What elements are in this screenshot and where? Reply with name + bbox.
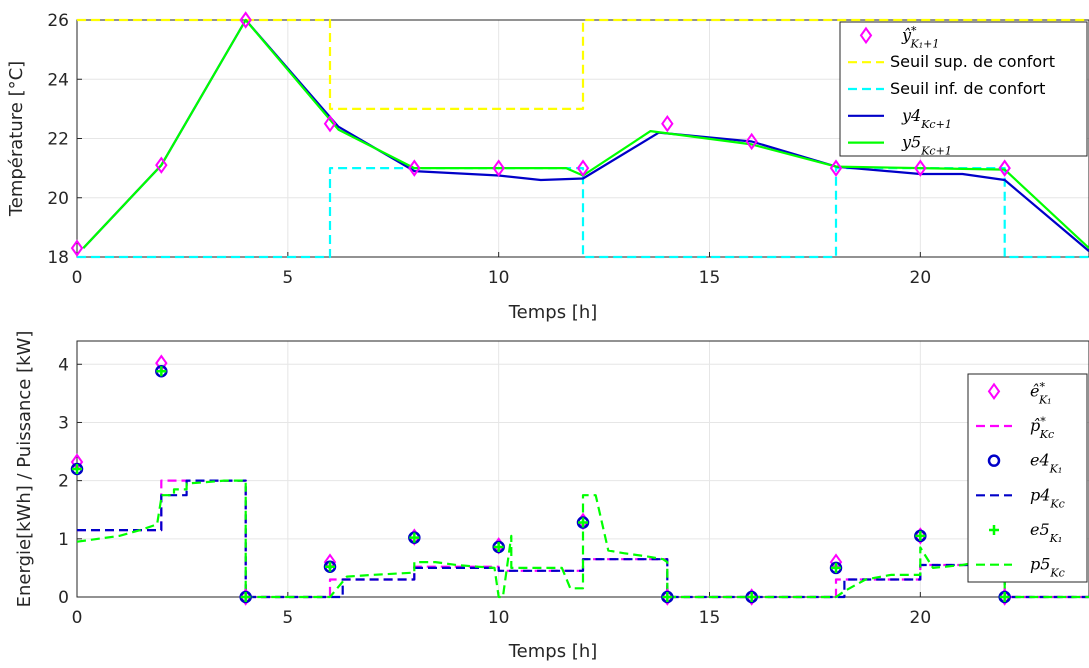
legend-swatch-yhat bbox=[859, 26, 873, 45]
point-yhat bbox=[492, 159, 505, 177]
point-yhat bbox=[323, 114, 337, 133]
point-e5 bbox=[662, 592, 673, 602]
legend-entry-e5: e5K₁ bbox=[989, 520, 1062, 545]
legend-entry-inf: Seuil inf. de confort bbox=[848, 79, 1045, 98]
point-yhat bbox=[239, 11, 252, 29]
legend-label-phat: p̂* Kc bbox=[1030, 415, 1054, 441]
x-tick-label: 20 bbox=[910, 608, 932, 628]
point-yhat bbox=[914, 159, 927, 177]
legend-entry-p5: p5Kc bbox=[976, 555, 1065, 580]
point-e5 bbox=[409, 532, 420, 543]
point-e5 bbox=[578, 517, 588, 528]
point-yhat bbox=[155, 156, 168, 174]
legend-label-sup: Seuil sup. de confort bbox=[890, 52, 1055, 71]
point-yhat bbox=[745, 132, 758, 151]
y-tick-label: 22 bbox=[47, 130, 69, 150]
x-tick-label: 15 bbox=[699, 268, 721, 288]
point-yhat bbox=[829, 159, 843, 177]
legend-label-y4: y4Kc+1 bbox=[901, 106, 952, 131]
legend-entry-ehat: ê* K₁ bbox=[987, 380, 1052, 406]
legend: ê* K₁ p̂* Kc e4K₁ p4Kc e5K₁ p5Kc bbox=[967, 373, 1088, 583]
legend-label-inf: Seuil inf. de confort bbox=[890, 79, 1045, 98]
y-tick-label: 24 bbox=[47, 70, 69, 90]
x-tick-label: 5 bbox=[282, 268, 293, 288]
y-tick-label: 26 bbox=[47, 11, 69, 31]
legend-label-ehat: ê* K₁ bbox=[1030, 380, 1052, 406]
legend-entry-y5: y5Kc+1 bbox=[848, 133, 952, 158]
legend-label-y5: y5Kc+1 bbox=[901, 133, 952, 158]
x-tick-label: 10 bbox=[488, 268, 510, 288]
legend-swatch-ehat bbox=[987, 382, 1001, 401]
point-yhat bbox=[661, 114, 674, 133]
point-yhat bbox=[408, 159, 421, 177]
point-e5 bbox=[325, 561, 335, 572]
point-yhat bbox=[576, 159, 590, 177]
legend: ŷ* K₁+1 Seuil sup. de confort Seuil inf. de… bbox=[839, 21, 1088, 158]
legend-label-e5: e5K₁ bbox=[1030, 520, 1062, 545]
y-tick-label: 2 bbox=[58, 472, 69, 492]
legend-entry-sup: Seuil sup. de confort bbox=[848, 52, 1055, 71]
x-tick-label: 5 bbox=[282, 608, 293, 628]
legend-entry-phat: p̂* Kc bbox=[976, 415, 1054, 441]
y-tick-label: 0 bbox=[58, 588, 69, 608]
legend-entry-e4: e4K₁ bbox=[987, 451, 1062, 476]
series-line-inf bbox=[77, 167, 1089, 259]
x-tick-label: 0 bbox=[72, 608, 83, 628]
legend-label-p5: p5Kc bbox=[1030, 555, 1065, 580]
legend-box bbox=[967, 373, 1088, 583]
x-tick-label: 10 bbox=[488, 608, 510, 628]
legend-entry-p4: p4Kc bbox=[976, 485, 1065, 510]
legend-label-e4: e4K₁ bbox=[1030, 451, 1062, 476]
legend-swatch-e4 bbox=[987, 454, 1001, 467]
x-tick-label: 20 bbox=[910, 268, 932, 288]
y-tick-label: 18 bbox=[47, 248, 69, 268]
point-yhat bbox=[70, 239, 84, 257]
y-axis-label: Température [°C] bbox=[6, 61, 27, 217]
legend-swatch-e5 bbox=[989, 525, 999, 535]
plot-area bbox=[77, 479, 1089, 599]
legend-label-p4: p4Kc bbox=[1030, 485, 1065, 510]
y-tick-label: 1 bbox=[58, 530, 69, 550]
x-tick-label: 15 bbox=[699, 608, 721, 628]
legend-entry-y4: y4Kc+1 bbox=[848, 106, 952, 131]
x-axis-label: Temps [h] bbox=[508, 302, 598, 323]
point-e5 bbox=[831, 562, 841, 573]
point-e5 bbox=[72, 464, 82, 474]
point-e5 bbox=[999, 592, 1010, 602]
plot-area bbox=[77, 18, 1089, 259]
x-tick-label: 0 bbox=[72, 268, 83, 288]
legend-entry-yhat: ŷ* K₁+1 bbox=[859, 24, 939, 50]
series-line-p5 bbox=[77, 479, 1089, 599]
x-axis-label: Temps [h] bbox=[508, 641, 598, 662]
y-axis-label: Energie[kWh] / Puissance [kW] bbox=[14, 331, 35, 608]
y-tick-label: 3 bbox=[58, 413, 69, 433]
energy-panel: 0 5 10 15 20 0 1 2 3 4 Temps [h] Energie[kWh] / Pui… bbox=[14, 331, 1089, 662]
series-line-y5 bbox=[82, 18, 1089, 249]
legend-label-yhat: ŷ* K₁+1 bbox=[901, 24, 939, 50]
temperature-panel: 0 5 10 15 20 18 20 22 24 26 Temps [h] Température [… bbox=[6, 11, 1089, 323]
point-e5 bbox=[746, 592, 757, 602]
point-e5 bbox=[915, 530, 926, 541]
legend-box bbox=[839, 21, 1088, 157]
point-yhat bbox=[998, 159, 1011, 177]
y-tick-label: 20 bbox=[47, 189, 69, 209]
point-e5 bbox=[493, 541, 504, 552]
point-e5 bbox=[156, 366, 167, 377]
y-tick-label: 4 bbox=[58, 355, 69, 375]
series-line-sup bbox=[77, 18, 1089, 111]
point-e5 bbox=[240, 592, 251, 602]
